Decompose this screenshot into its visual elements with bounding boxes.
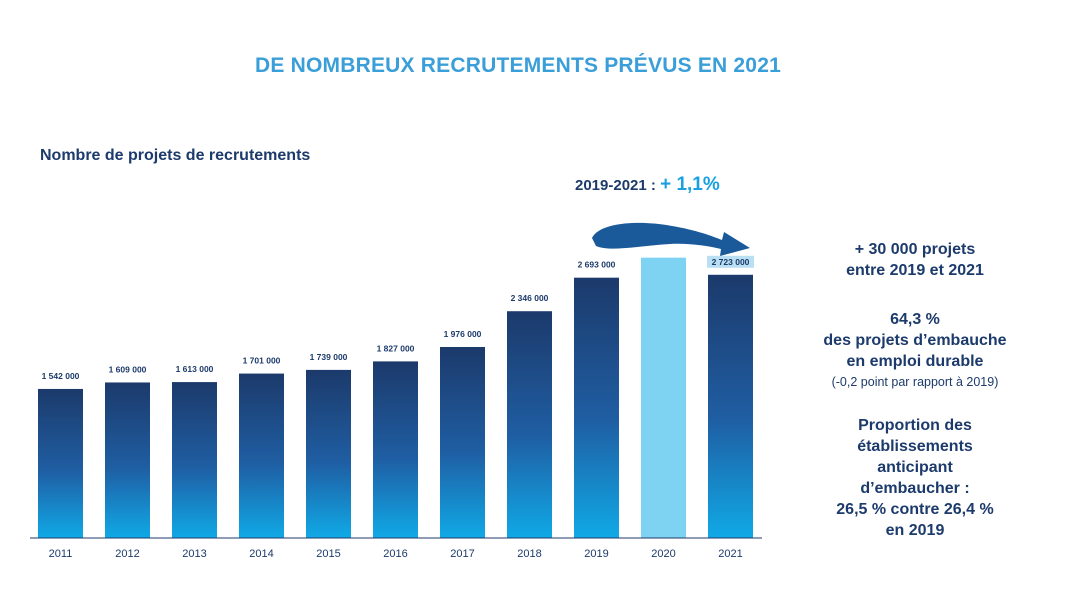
value-label-2017: 1 976 000 — [444, 329, 482, 339]
bar-2011 — [38, 388, 83, 538]
value-label-2013: 1 613 000 — [176, 364, 214, 374]
side-block-durable: 64,3 % des projets d’embauche en emploi … — [790, 309, 1040, 372]
side-block-proportion: Proportion des établissements anticipant… — [790, 415, 1040, 541]
bar-2018 — [507, 311, 552, 538]
bar-chart: 1 542 000 1 609 000 1 613 000 1 701 000 1 73… — [30, 222, 762, 560]
side-note: (-0,2 point par rapport à 2019) — [831, 375, 999, 389]
value-label-highlight — [707, 255, 754, 268]
tick-label-2019: 2019 — [584, 548, 608, 560]
tick-label-2011: 2011 — [49, 548, 73, 560]
side-line: entre 2019 et 2021 — [846, 262, 984, 279]
bar-2021 — [708, 274, 753, 538]
side-line: en emploi durable — [846, 353, 984, 370]
value-label-2014: 1 701 000 — [243, 356, 281, 366]
side-block-projects: + 30 000 projets entre 2019 et 2021 — [790, 239, 1040, 281]
value-label-2015: 1 739 000 — [310, 352, 348, 362]
tick-label-2017: 2017 — [450, 548, 474, 560]
bar-2020 — [641, 257, 686, 538]
side-line: établissements — [857, 438, 973, 455]
value-label-2018: 2 346 000 — [511, 293, 549, 303]
bar-2012 — [105, 382, 150, 538]
value-label-2011: 1 542 000 — [42, 371, 80, 381]
value-label-2019: 2 693 000 — [578, 260, 616, 270]
evolution-value: + 1,1% — [660, 174, 720, 195]
tick-label-2016: 2016 — [383, 548, 407, 560]
value-label-2021: 2 723 000 — [712, 257, 750, 267]
page-title: DE NOMBREUX RECRUTEMENTS PRÉVUS EN 2021 — [255, 54, 781, 77]
bar-2017 — [440, 346, 485, 538]
tick-label-2018: 2018 — [517, 548, 541, 560]
value-label-2012: 1 609 000 — [109, 364, 147, 374]
side-line: en 2019 — [885, 522, 945, 539]
bar-2015 — [306, 369, 351, 538]
tick-label-2020: 2020 — [651, 548, 675, 560]
tick-label-2012: 2012 — [115, 548, 139, 560]
tick-label-2015: 2015 — [316, 548, 340, 560]
tick-label-2014: 2014 — [249, 548, 273, 560]
side-line: 26,5 % contre 26,4 % — [836, 501, 994, 518]
side-line: d’embaucher : — [860, 480, 970, 497]
bar-2019 — [574, 277, 619, 538]
value-label-2016: 1 827 000 — [377, 343, 415, 353]
bar-2013 — [172, 382, 217, 538]
side-line: + 30 000 projets — [854, 241, 976, 258]
tick-label-2013: 2013 — [182, 548, 206, 560]
evolution-period: 2019-2021 : — [575, 177, 656, 194]
side-line: des projets d’embauche — [823, 332, 1007, 349]
bar-2016 — [373, 361, 418, 538]
side-line: Proportion des — [858, 417, 972, 434]
tick-label-2021: 2021 — [718, 548, 742, 560]
evolution-arrow-icon — [592, 222, 750, 256]
side-line: 64,3 % — [890, 311, 940, 328]
side-line: anticipant — [877, 459, 953, 476]
evolution-label: 2019-2021 : + 1,1% — [575, 174, 720, 196]
bar-2014 — [239, 373, 284, 538]
chart-title: Nombre de projets de recrutements — [40, 147, 311, 164]
